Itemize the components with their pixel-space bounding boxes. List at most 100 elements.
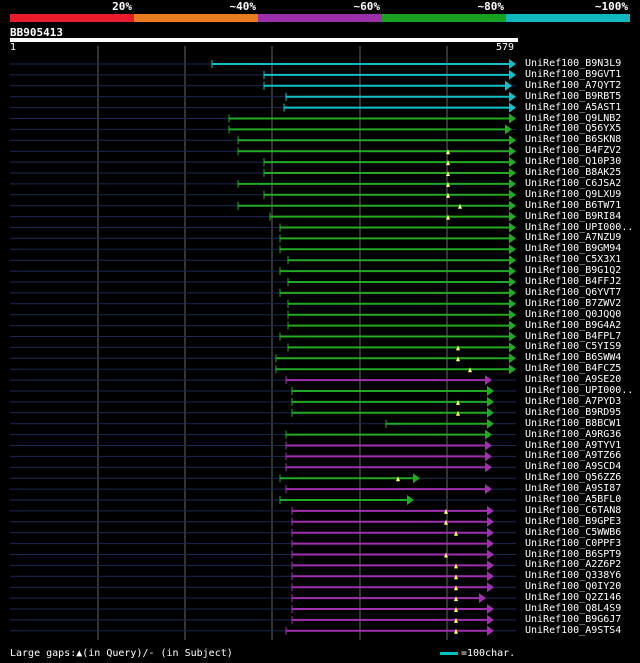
- hit-label[interactable]: UniRef100_A9SE20: [525, 374, 622, 386]
- gap-marker: [456, 399, 460, 405]
- hit-label[interactable]: UniRef100_B8BCW1: [525, 417, 622, 429]
- scale-label: =100char.: [461, 648, 516, 659]
- gap-marker: [446, 171, 450, 176]
- hit-label[interactable]: UniRef100_B9RD95: [525, 406, 622, 418]
- gap-marker: [446, 181, 450, 187]
- hit-label[interactable]: UniRef100_Q2Z146: [525, 592, 622, 604]
- hit-arrow: [509, 91, 516, 102]
- hit-label[interactable]: UniRef100_Q9LXU9: [525, 188, 622, 200]
- hit-label[interactable]: UniRef100_B6TW71: [525, 199, 622, 211]
- hit-arrow: [509, 353, 516, 364]
- hit-arrow: [509, 277, 516, 287]
- hit-label[interactable]: UniRef100_UPI000..: [525, 221, 634, 233]
- hit-label[interactable]: UniRef100_Q8L4S9: [525, 603, 622, 614]
- hit-label[interactable]: UniRef100_A7QYT2: [525, 79, 622, 91]
- legend-segment: [134, 14, 258, 22]
- legend-label: ~80%: [477, 0, 505, 13]
- hit-arrow: [487, 625, 494, 636]
- hit-label[interactable]: UniRef100_A5AST1: [525, 101, 622, 113]
- hit-arrow: [485, 451, 492, 462]
- gap-marker: [456, 356, 460, 362]
- hit-arrow: [509, 178, 516, 189]
- hit-arrow: [487, 560, 494, 571]
- hit-label[interactable]: UniRef100_B9N3L9: [525, 58, 622, 69]
- hit-label[interactable]: UniRef100_B7ZWV2: [525, 297, 622, 309]
- hit-label[interactable]: UniRef100_C5WWB6: [525, 526, 622, 538]
- hit-arrow: [509, 135, 516, 146]
- gap-marker: [458, 203, 462, 209]
- hit-label[interactable]: UniRef100_A9TZ66: [525, 450, 622, 462]
- hit-label[interactable]: UniRef100_A9STS4: [525, 624, 622, 636]
- hit-label[interactable]: UniRef100_C5X3X1: [525, 254, 622, 266]
- hit-label[interactable]: UniRef100_B4FPL7: [525, 330, 622, 342]
- hit-label[interactable]: UniRef100_B4FCZ5: [525, 363, 622, 375]
- hit-label[interactable]: UniRef100_B9G4A2: [525, 319, 622, 331]
- hit-arrow: [485, 484, 492, 495]
- hit-arrow: [509, 69, 516, 80]
- hit-arrow: [487, 604, 494, 614]
- hit-label[interactable]: UniRef100_C5YIS9: [525, 341, 622, 353]
- hit-arrow: [509, 244, 516, 255]
- hit-label[interactable]: UniRef100_Q0JQQ0: [525, 308, 622, 320]
- hit-label[interactable]: UniRef100_Q338Y6: [525, 570, 622, 582]
- gap-marker: [468, 367, 472, 373]
- gap-marker: [446, 149, 450, 155]
- hit-label[interactable]: UniRef100_B6SWW4: [525, 352, 622, 364]
- hit-label[interactable]: UniRef100_Q56YX5: [525, 123, 622, 135]
- gap-marker: [454, 585, 458, 591]
- hit-arrow: [509, 59, 516, 69]
- hit-label[interactable]: UniRef100_B9G6J7: [525, 613, 622, 625]
- hit-arrow: [505, 80, 512, 91]
- hit-label[interactable]: UniRef100_C6JSA2: [525, 177, 622, 189]
- hit-arrow: [487, 396, 494, 407]
- hit-label[interactable]: UniRef100_A9TYV1: [525, 439, 622, 451]
- hit-label[interactable]: UniRef100_A7PYD3: [525, 395, 622, 407]
- gap-marker: [444, 552, 448, 558]
- hit-label[interactable]: UniRef100_A9RG36: [525, 428, 622, 440]
- gap-marker: [444, 519, 448, 525]
- hit-label[interactable]: UniRef100_B6SKN8: [525, 134, 622, 146]
- hit-label[interactable]: UniRef100_B4FFJ2: [525, 276, 622, 287]
- gap-marker: [454, 628, 458, 634]
- hit-label[interactable]: UniRef100_Q10P30: [525, 156, 622, 168]
- hit-label[interactable]: UniRef100_B9RI84: [525, 210, 622, 222]
- hit-label[interactable]: UniRef100_B9GVT1: [525, 68, 622, 80]
- hit-label[interactable]: UniRef100_A7NZU9: [525, 232, 622, 244]
- hit-arrow: [509, 113, 516, 124]
- hit-label[interactable]: UniRef100_Q6YVT7: [525, 286, 622, 298]
- hit-arrow: [487, 582, 494, 593]
- hit-label[interactable]: UniRef100_C0PPF3: [525, 537, 622, 549]
- hit-label[interactable]: UniRef100_B9RBT5: [525, 90, 622, 102]
- gap-marker: [454, 574, 458, 580]
- hit-label[interactable]: UniRef100_A2Z6P2: [525, 559, 622, 571]
- hit-arrow: [487, 386, 494, 396]
- hit-arrow: [487, 516, 494, 527]
- hit-label[interactable]: UniRef100_C6TAN8: [525, 504, 622, 516]
- hit-arrow: [487, 538, 494, 549]
- hit-label[interactable]: UniRef100_UPI000..: [525, 385, 634, 396]
- gap-marker: [454, 617, 458, 623]
- hit-label[interactable]: UniRef100_B8AK25: [525, 167, 622, 178]
- hit-label[interactable]: UniRef100_Q56ZZ6: [525, 472, 622, 484]
- hit-label[interactable]: UniRef100_A5BFL0: [525, 494, 622, 505]
- hit-label[interactable]: UniRef100_B9GPE3: [525, 515, 622, 527]
- hit-arrow: [509, 266, 516, 277]
- hit-arrow: [509, 298, 516, 309]
- hit-label[interactable]: UniRef100_Q0IY20: [525, 581, 622, 593]
- gap-marker: [396, 476, 400, 482]
- hit-label[interactable]: UniRef100_B9GM94: [525, 243, 622, 255]
- gap-marker: [454, 596, 458, 602]
- legend-segment: [10, 14, 134, 22]
- identity-legend: 20% ~40% ~60% ~80% ~100%: [10, 0, 630, 22]
- hit-label[interactable]: UniRef100_A9SCD4: [525, 461, 622, 473]
- hit-label[interactable]: UniRef100_Q9LNB2: [525, 112, 622, 124]
- hit-arrow: [509, 320, 516, 331]
- hit-arrow: [509, 287, 516, 298]
- hit-label[interactable]: UniRef100_B4FZV2: [525, 145, 622, 157]
- hit-arrow: [509, 168, 516, 178]
- hit-label[interactable]: UniRef100_B6SPT9: [525, 548, 622, 560]
- hit-label[interactable]: UniRef100_A9SI87: [525, 483, 622, 495]
- hit-arrow: [413, 473, 420, 484]
- hit-label[interactable]: UniRef100_B9G1Q2: [525, 265, 622, 277]
